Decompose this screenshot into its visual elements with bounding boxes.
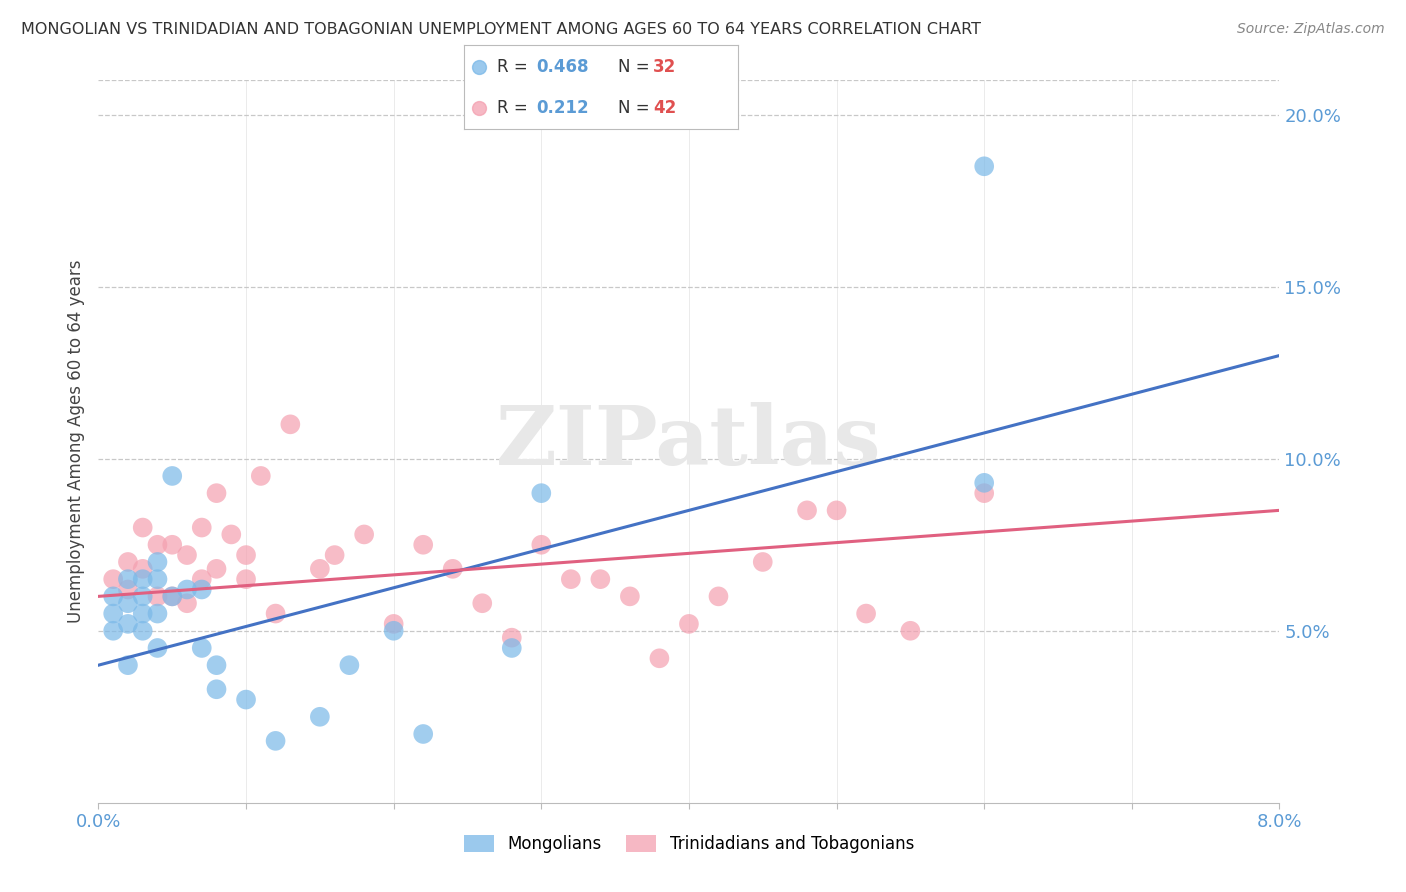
Point — [132, 572, 155, 586]
Text: 0.468: 0.468 — [537, 59, 589, 77]
Point — [205, 486, 228, 500]
Point — [530, 486, 553, 500]
Point — [264, 734, 287, 748]
Text: R =: R = — [496, 59, 533, 77]
Point — [619, 590, 641, 604]
Point — [796, 503, 818, 517]
Point — [117, 658, 139, 673]
Legend: Mongolians, Trinidadians and Tobagonians: Mongolians, Trinidadians and Tobagonians — [457, 828, 921, 860]
Point — [707, 590, 730, 604]
Text: N =: N = — [617, 99, 654, 117]
Point — [589, 572, 612, 586]
Point — [132, 590, 155, 604]
Text: 32: 32 — [654, 59, 676, 77]
Point — [752, 555, 775, 569]
Text: N =: N = — [617, 59, 654, 77]
Text: 0.212: 0.212 — [537, 99, 589, 117]
Point — [132, 562, 155, 576]
Point — [191, 640, 214, 655]
Point — [471, 596, 494, 610]
Point — [176, 596, 198, 610]
Point — [176, 582, 198, 597]
Point — [353, 527, 375, 541]
Point — [323, 548, 346, 562]
Point — [205, 658, 228, 673]
Point — [103, 572, 125, 586]
Text: R =: R = — [496, 99, 533, 117]
Point — [648, 651, 671, 665]
Point — [162, 590, 183, 604]
Point — [162, 538, 183, 552]
Point — [162, 469, 183, 483]
Point — [855, 607, 877, 621]
Point — [132, 624, 155, 638]
Point — [382, 616, 405, 631]
Point — [412, 538, 434, 552]
Text: MONGOLIAN VS TRINIDADIAN AND TOBAGONIAN UNEMPLOYMENT AMONG AGES 60 TO 64 YEARS C: MONGOLIAN VS TRINIDADIAN AND TOBAGONIAN … — [21, 22, 981, 37]
Point — [191, 520, 214, 534]
Point — [235, 572, 257, 586]
Point — [339, 658, 361, 673]
Point — [560, 572, 582, 586]
Point — [103, 590, 125, 604]
Point — [117, 616, 139, 631]
Point — [280, 417, 302, 432]
Point — [973, 159, 995, 173]
Point — [132, 607, 155, 621]
Point — [309, 710, 332, 724]
Point — [235, 548, 257, 562]
Point — [146, 538, 169, 552]
Point — [205, 562, 228, 576]
Point — [825, 503, 848, 517]
Point — [146, 607, 169, 621]
Point — [221, 527, 243, 541]
Point — [117, 572, 139, 586]
Point — [117, 555, 139, 569]
Point — [191, 582, 214, 597]
Point — [309, 562, 332, 576]
Point — [103, 607, 125, 621]
Point — [117, 582, 139, 597]
Point — [678, 616, 700, 631]
Point — [176, 548, 198, 562]
Point — [264, 607, 287, 621]
Point — [235, 692, 257, 706]
Point — [412, 727, 434, 741]
Point — [250, 469, 273, 483]
Point — [205, 682, 228, 697]
Point — [900, 624, 922, 638]
Point — [441, 562, 464, 576]
Point — [146, 590, 169, 604]
Point — [146, 555, 169, 569]
Y-axis label: Unemployment Among Ages 60 to 64 years: Unemployment Among Ages 60 to 64 years — [66, 260, 84, 624]
Point — [146, 640, 169, 655]
Point — [191, 572, 214, 586]
Point — [162, 590, 183, 604]
Point — [501, 631, 523, 645]
Point — [530, 538, 553, 552]
Point — [973, 475, 995, 490]
Text: 42: 42 — [654, 99, 676, 117]
Point — [117, 596, 139, 610]
Text: ZIPatlas: ZIPatlas — [496, 401, 882, 482]
Point — [973, 486, 995, 500]
Point — [132, 520, 155, 534]
Point — [382, 624, 405, 638]
Text: Source: ZipAtlas.com: Source: ZipAtlas.com — [1237, 22, 1385, 37]
Point — [501, 640, 523, 655]
Point — [146, 572, 169, 586]
Point — [103, 624, 125, 638]
